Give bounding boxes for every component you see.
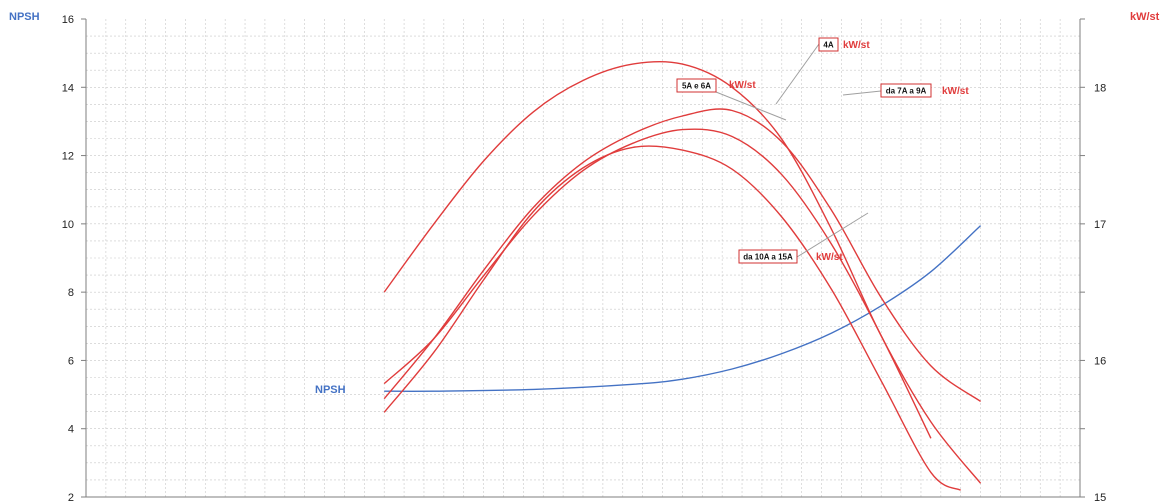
series-lines [383,60,982,491]
leader-4a [775,43,820,105]
left-tick-label: 6 [68,355,74,367]
annotation-npsh: NPSH [315,384,346,396]
left-tick-label: 4 [68,424,74,436]
left-axis-title: NPSH [9,11,40,23]
annotation-4a: 4A kW/st [818,37,870,52]
left-tick-label: 2 [68,492,74,503]
annotation-5a-6a: 5A e 6A kW/st [676,78,756,93]
leader-5a-6a [715,91,787,121]
npsh-curve-label: NPSH [315,384,346,396]
left-tick-label: 12 [62,151,74,163]
annotation-box [676,78,717,93]
annotation-unit: kW/st [816,252,843,263]
leader-7a-9a [842,90,882,96]
right-tick-label: 18 [1094,82,1106,94]
left-tick-label: 16 [62,14,74,26]
leader-lines [715,43,882,258]
series-line-da-7a-a-9a [383,108,982,402]
annotation-7a-9a: da 7A a 9A kW/st [880,83,969,98]
left-tick-label: 8 [68,287,74,299]
annotation-unit: kW/st [942,86,969,97]
annotation-tag: da 7A a 9A [886,87,927,96]
left-tick-label: 14 [62,82,74,94]
plot-frame [85,19,1081,498]
axis-ticks: 2 4 6 8 10 12 14 16 15 16 17 18 [62,14,1107,503]
series-line-5a-e-6a [383,128,932,439]
annotation-10a-15a: da 10A a 15A kW/st [738,249,843,264]
right-tick-label: 17 [1094,219,1106,231]
annotation-tag: da 10A a 15A [743,253,793,262]
leader-10a-15a [796,212,869,258]
annotation-box [880,83,932,98]
annotation-unit: kW/st [843,40,870,51]
series-line-npsh [384,225,982,392]
annotation-box [738,249,798,264]
annotation-tag: 5A e 6A [682,82,711,91]
right-axis-title: kW/st [1130,11,1160,23]
annotation-tag: 4A [823,41,833,50]
right-tick-label: 15 [1094,492,1106,503]
series-line-da-10a-a-15a [383,145,962,491]
annotation-box [818,37,839,52]
left-tick-label: 10 [62,219,74,231]
right-tick-label: 16 [1094,355,1106,367]
annotation-unit: kW/st [729,80,756,91]
